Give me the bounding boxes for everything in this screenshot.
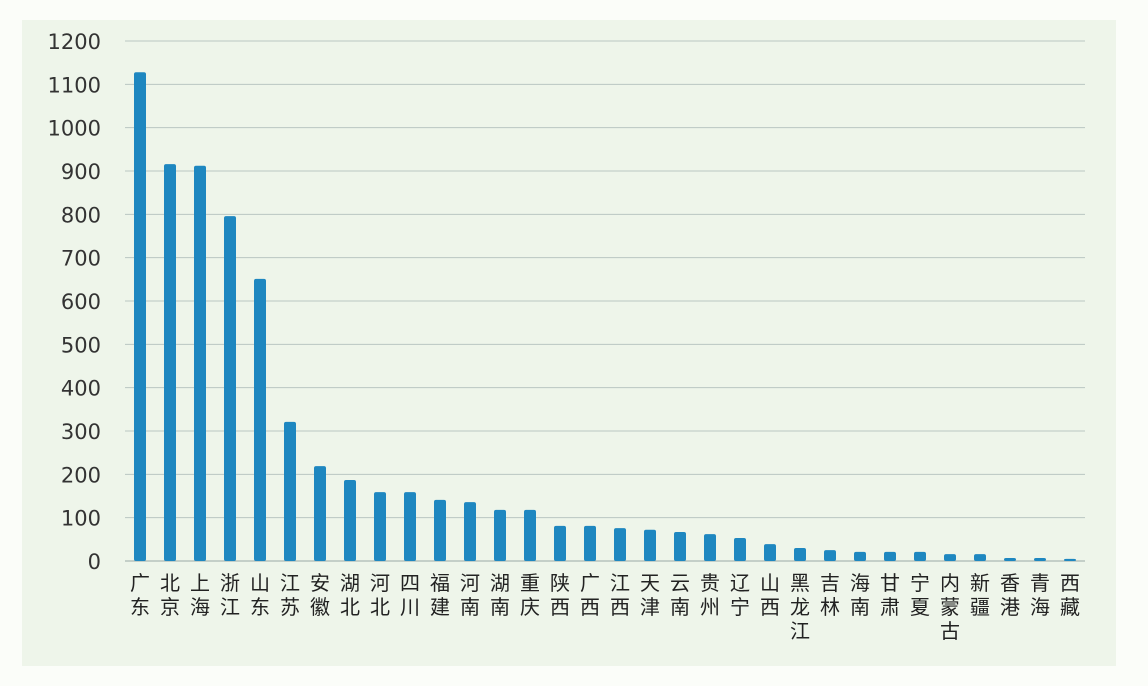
bar-浙江: [224, 216, 236, 562]
bar-河南: [464, 502, 476, 561]
x-tick-label: 河南: [460, 571, 480, 619]
x-tick-label: 湖南: [490, 571, 510, 619]
x-tick-label: 贵州: [700, 571, 720, 619]
x-tick-label: 福建: [430, 571, 450, 619]
y-tick-label: 800: [61, 203, 101, 227]
y-tick-label: 0: [88, 550, 101, 574]
bar-重庆: [524, 509, 536, 561]
bar-香港: [1004, 557, 1016, 561]
x-tick-label: 北京: [160, 571, 180, 619]
x-tick-label: 天津: [640, 571, 660, 619]
x-tick-label: 内蒙古: [940, 571, 960, 643]
y-tick-label: 1100: [48, 73, 101, 97]
bar-湖北: [344, 479, 356, 561]
x-tick-label: 上海: [190, 571, 210, 619]
x-tick-label: 甘肃: [880, 571, 900, 619]
x-tick-label: 安徽: [310, 571, 330, 619]
x-tick-label: 重庆: [520, 571, 540, 619]
bar-甘肃: [884, 551, 896, 561]
x-tick-label: 广东: [130, 571, 150, 619]
y-tick-label: 100: [61, 507, 101, 531]
bar-云南: [674, 531, 686, 561]
bar-上海: [194, 165, 206, 562]
y-tick-label: 500: [61, 333, 101, 357]
bar-黑龙江: [794, 548, 806, 561]
bar-山东: [254, 278, 266, 561]
bar-陕西: [554, 525, 566, 561]
bar-河北: [374, 492, 386, 561]
bar-北京: [164, 164, 176, 562]
bar-四川: [404, 492, 416, 561]
bar-江西: [614, 528, 626, 561]
bar-湖南: [494, 509, 506, 561]
x-tick-label: 宁夏: [910, 571, 930, 619]
bar-海南: [854, 551, 866, 561]
x-tick-label: 青海: [1030, 571, 1050, 619]
bar-贵州: [704, 534, 716, 561]
y-tick-label: 300: [61, 420, 101, 444]
x-tick-label: 云南: [670, 571, 690, 619]
x-tick-label: 香港: [1000, 571, 1020, 619]
y-tick-label: 900: [61, 160, 101, 184]
y-tick-label: 200: [61, 463, 101, 487]
x-tick-label: 西藏: [1060, 571, 1080, 619]
bar-青海: [1034, 557, 1046, 561]
x-tick-label: 辽宁: [730, 571, 750, 619]
x-tick-label: 山西: [760, 571, 780, 619]
x-tick-label: 新疆: [970, 571, 990, 619]
y-tick-label: 1000: [48, 117, 101, 141]
y-tick-label: 1200: [48, 30, 101, 54]
x-tick-label: 江西: [610, 571, 630, 619]
x-tick-label: 黑龙江: [790, 571, 810, 643]
bar-安徽: [314, 466, 326, 561]
x-tick-label: 江苏: [280, 571, 300, 619]
x-tick-label: 四川: [400, 571, 420, 619]
x-tick-label: 河北: [370, 571, 390, 619]
bar-广东: [134, 72, 146, 561]
y-tick-label: 700: [61, 247, 101, 271]
bar-江苏: [284, 421, 296, 561]
x-tick-label: 广西: [580, 571, 600, 619]
bar-山西: [764, 544, 776, 561]
y-tick-label: 600: [61, 290, 101, 314]
bar-广西: [584, 525, 596, 561]
bar-内蒙古: [944, 554, 956, 561]
y-tick-label: 400: [61, 377, 101, 401]
x-tick-label: 海南: [850, 571, 870, 619]
x-tick-label: 湖北: [340, 571, 360, 619]
bar-辽宁: [734, 538, 746, 561]
bar-新疆: [974, 554, 986, 561]
x-tick-label: 吉林: [820, 571, 840, 619]
bar-天津: [644, 529, 656, 561]
x-tick-label: 浙江: [220, 571, 240, 619]
x-tick-label: 山东: [250, 571, 270, 619]
x-tick-label: 陕西: [550, 571, 570, 619]
bar-福建: [434, 499, 446, 561]
bar-西藏: [1064, 558, 1076, 561]
bar-宁夏: [914, 551, 926, 561]
bar-吉林: [824, 550, 836, 561]
